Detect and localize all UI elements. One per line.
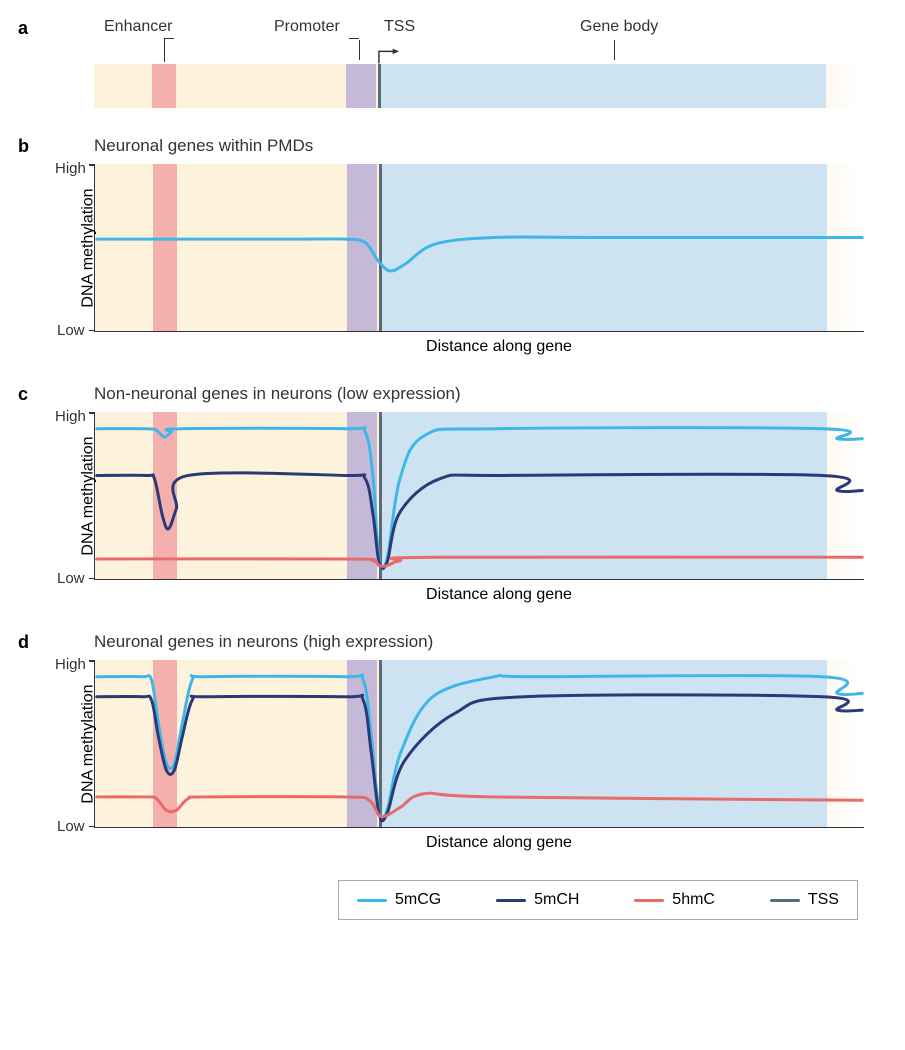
panel-b: b Neuronal genes within PMDs High Low DN… bbox=[18, 136, 875, 356]
ytick-high: High bbox=[55, 656, 86, 673]
panel-d: d Neuronal genes in neurons (high expres… bbox=[18, 632, 875, 852]
series-mCH bbox=[97, 473, 862, 568]
gene-structure-bar bbox=[94, 64, 864, 108]
panel-c: c Non-neuronal genes in neurons (low exp… bbox=[18, 384, 875, 604]
series-mCG bbox=[97, 427, 862, 569]
ytick-low: Low bbox=[57, 818, 85, 835]
promoter-region bbox=[346, 64, 376, 108]
label-enhancer: Enhancer bbox=[104, 18, 173, 36]
legend-item-5hmC: 5hmC bbox=[634, 891, 715, 909]
legend-swatch bbox=[770, 899, 800, 902]
chart-c-svg bbox=[95, 412, 864, 579]
ytick-low: Low bbox=[57, 322, 85, 339]
series-hmC bbox=[97, 557, 862, 566]
legend-label: TSS bbox=[808, 891, 839, 909]
series-mCG bbox=[97, 237, 862, 271]
tss-line bbox=[378, 64, 381, 108]
panel-a-labels: Enhancer Promoter TSS Gene body bbox=[94, 18, 864, 64]
legend-item-5mCG: 5mCG bbox=[357, 891, 441, 909]
legend-swatch bbox=[634, 899, 664, 902]
tss-arrow-icon bbox=[378, 48, 400, 64]
legend-label: 5hmC bbox=[672, 891, 715, 909]
enhancer-region bbox=[152, 64, 176, 108]
panel-letter-d: d bbox=[18, 632, 29, 653]
gene-body-region bbox=[381, 64, 826, 108]
ytick-high: High bbox=[55, 408, 86, 425]
panel-letter-c: c bbox=[18, 384, 28, 405]
label-promoter: Promoter bbox=[274, 18, 340, 36]
xlabel-b: Distance along gene bbox=[94, 338, 864, 356]
panel-letter-b: b bbox=[18, 136, 29, 157]
panel-letter-a: a bbox=[18, 18, 28, 39]
panel-d-title: Neuronal genes in neurons (high expressi… bbox=[94, 632, 875, 652]
panel-a: a Enhancer Promoter TSS Gene body bbox=[18, 18, 875, 108]
legend-label: 5mCG bbox=[395, 891, 441, 909]
xlabel-d: Distance along gene bbox=[94, 834, 864, 852]
label-genebody: Gene body bbox=[580, 18, 658, 36]
panel-b-title: Neuronal genes within PMDs bbox=[94, 136, 875, 156]
legend: 5mCG 5mCH 5hmC TSS bbox=[338, 880, 858, 920]
chart-c: High Low DNA methylation bbox=[94, 412, 864, 580]
chart-d: High Low DNA methylation bbox=[94, 660, 864, 828]
series-hmC bbox=[97, 793, 862, 817]
chart-b: High Low DNA methylation bbox=[94, 164, 864, 332]
series-mCH bbox=[97, 695, 862, 821]
xlabel-c: Distance along gene bbox=[94, 586, 864, 604]
panel-c-title: Non-neuronal genes in neurons (low expre… bbox=[94, 384, 875, 404]
ytick-low: Low bbox=[57, 570, 85, 587]
label-tss: TSS bbox=[384, 18, 415, 36]
chart-b-svg bbox=[95, 164, 864, 331]
ytick-high: High bbox=[55, 160, 86, 177]
legend-item-TSS: TSS bbox=[770, 891, 839, 909]
panel-a-content: Enhancer Promoter TSS Gene body bbox=[94, 18, 875, 108]
legend-label: 5mCH bbox=[534, 891, 579, 909]
legend-swatch bbox=[357, 899, 387, 902]
legend-swatch bbox=[496, 899, 526, 902]
chart-d-svg bbox=[95, 660, 864, 827]
legend-item-5mCH: 5mCH bbox=[496, 891, 579, 909]
